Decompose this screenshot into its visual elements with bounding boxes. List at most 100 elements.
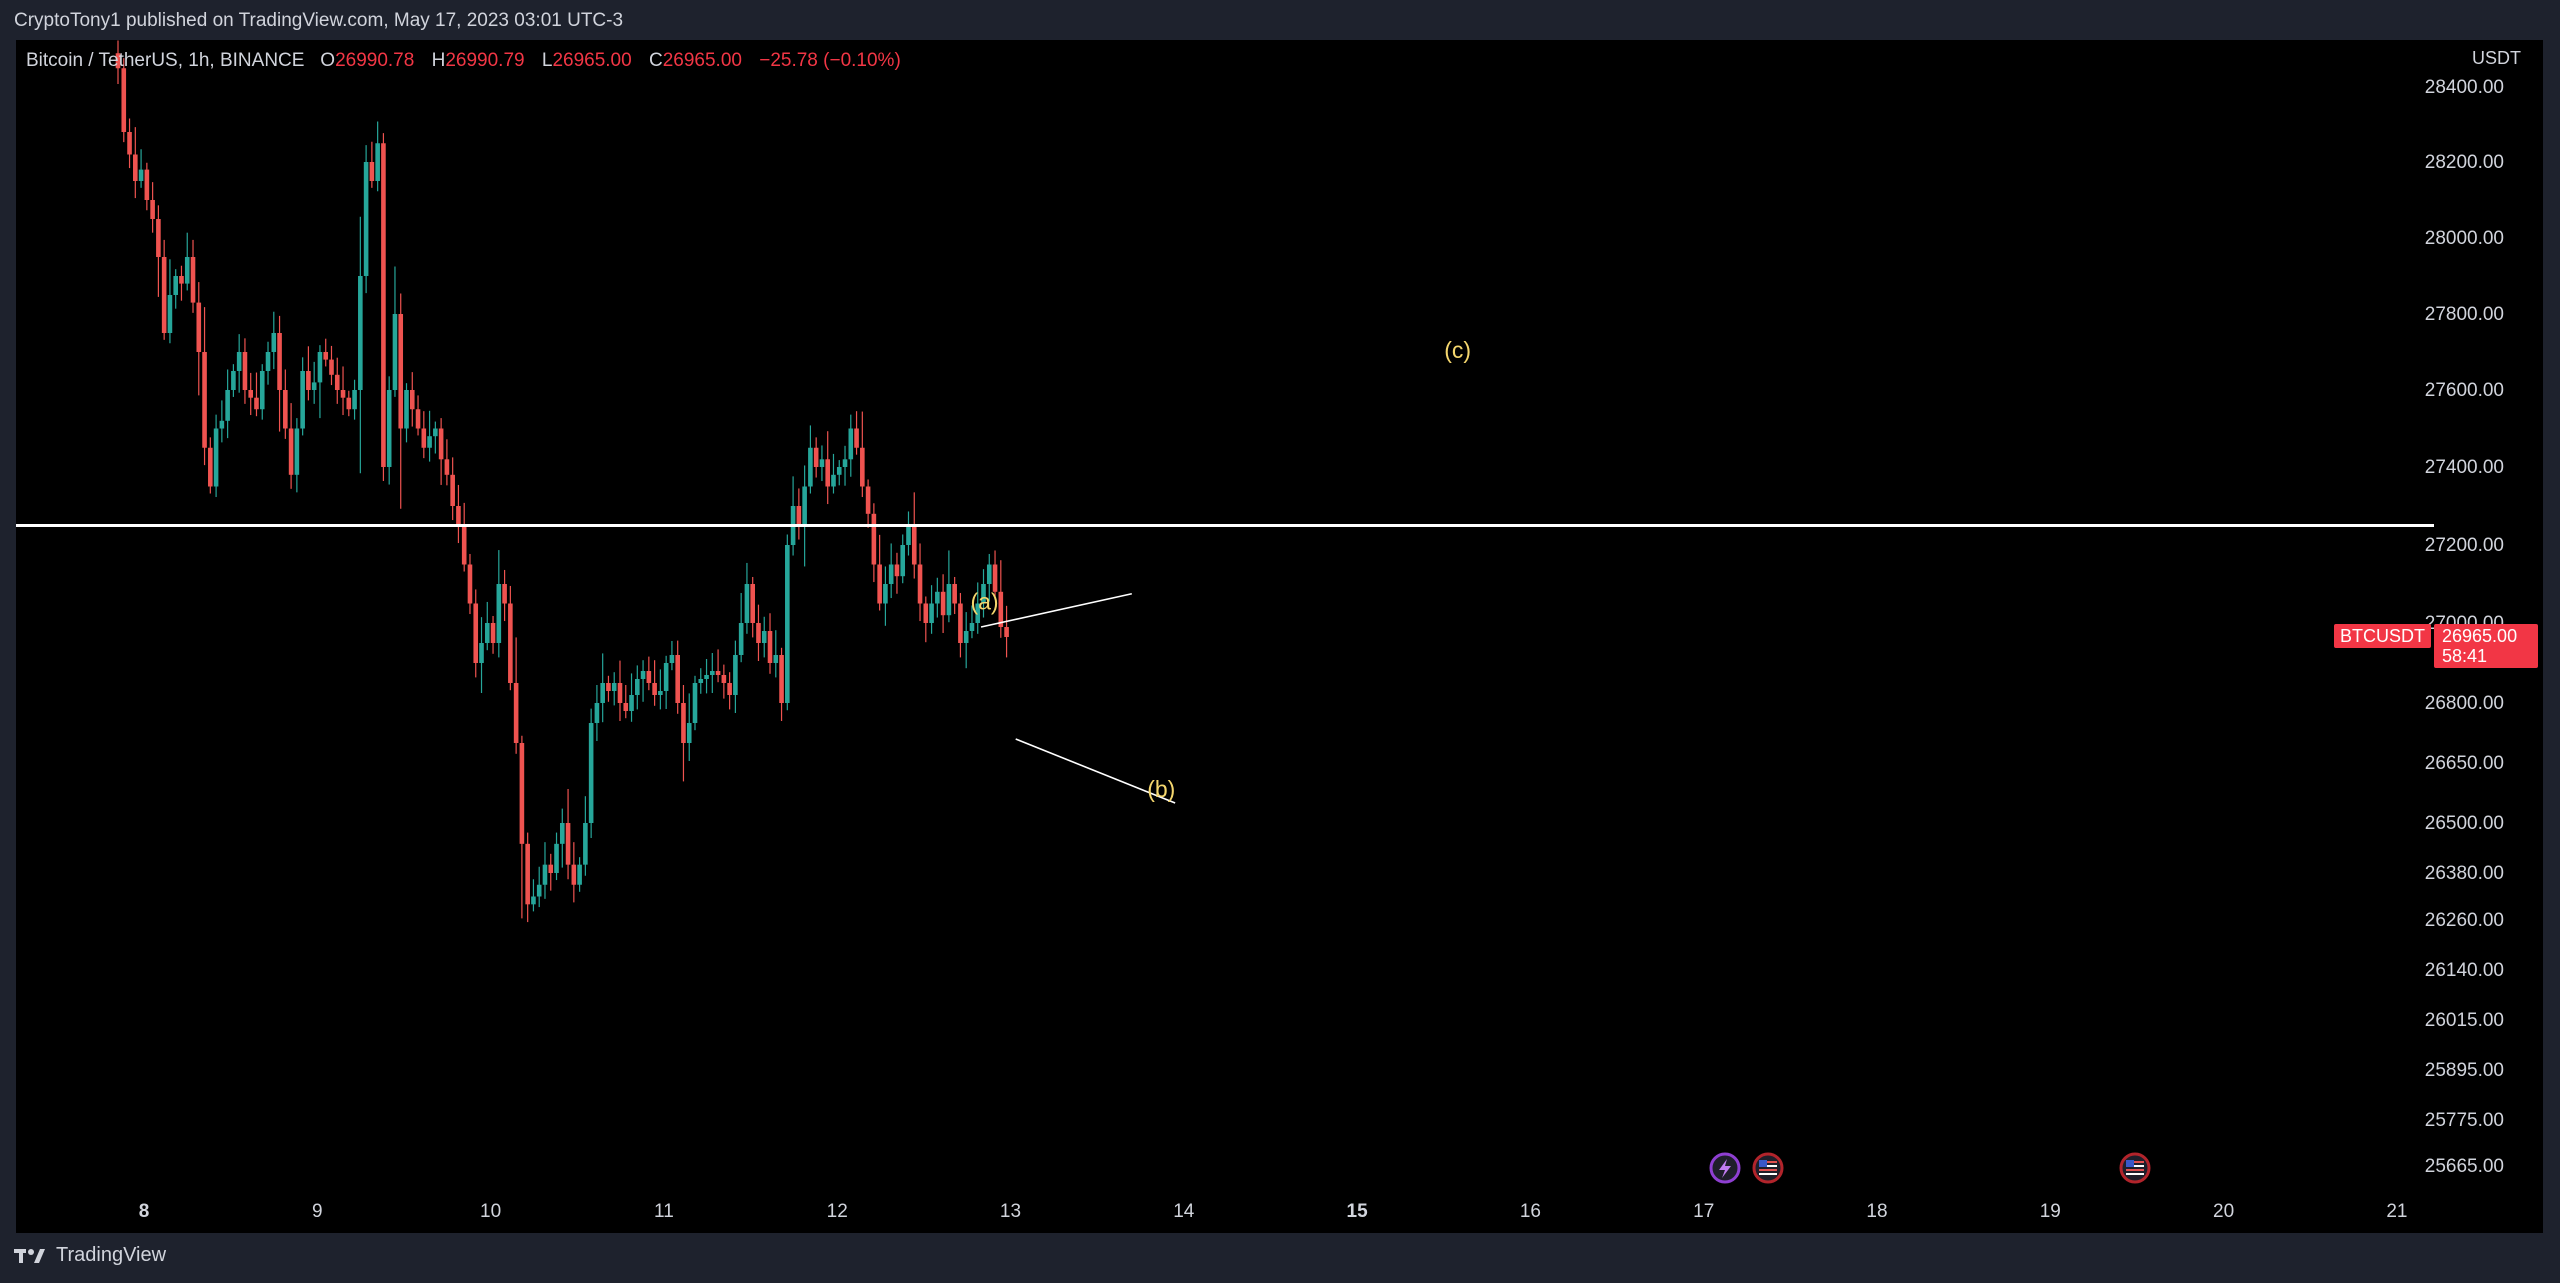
- symbol-header: Bitcoin / TetherUS, 1h, BINANCE O26990.7…: [26, 50, 913, 72]
- candle-body: [825, 459, 831, 487]
- candle-body: [236, 352, 242, 371]
- candle-body: [508, 603, 513, 683]
- candle-body: [496, 584, 502, 643]
- us-flag-icon[interactable]: [2119, 1152, 2151, 1184]
- candle-body: [334, 374, 340, 390]
- candle-body: [681, 703, 686, 743]
- trend-line: [980, 592, 1132, 628]
- footer-brand-name: TradingView: [56, 1244, 167, 1266]
- candle-body: [386, 390, 392, 467]
- candle-body: [369, 162, 375, 181]
- candle-body: [848, 428, 854, 460]
- price-axis-label: 25775.00: [2425, 1110, 2504, 1131]
- candle-body: [894, 564, 900, 577]
- time-axis-label: 13: [1000, 1201, 1021, 1222]
- candle-body: [727, 683, 732, 695]
- candle-body: [415, 409, 421, 429]
- candle-body: [819, 459, 825, 467]
- flag-stripe: [2126, 1173, 2144, 1175]
- candle-body: [883, 584, 888, 604]
- candle-body: [900, 545, 906, 577]
- candle-body: [271, 333, 277, 352]
- price-axis-label: 26260.00: [2425, 910, 2504, 931]
- candle-body: [785, 545, 790, 703]
- candle-body: [571, 864, 577, 885]
- candle-body: [490, 623, 496, 643]
- candle-body: [173, 276, 178, 295]
- candle-body: [202, 352, 207, 448]
- candle-body: [617, 683, 623, 703]
- candle-body: [456, 506, 461, 526]
- candle-body: [565, 823, 571, 865]
- candle-body: [767, 631, 773, 663]
- candle-body: [559, 823, 565, 844]
- candle-body: [121, 68, 127, 132]
- time-axis-label: 20: [2213, 1201, 2234, 1222]
- flag-stripe: [2126, 1165, 2144, 1167]
- candlestick-chart[interactable]: 28400.00 28200.00 28000.00 27800.00 27600.00…: [16, 40, 2543, 1233]
- candle-body: [675, 655, 680, 703]
- candle-body: [663, 663, 669, 691]
- candle-body: [300, 371, 305, 429]
- candle-body: [721, 675, 727, 683]
- candle-body: [917, 564, 923, 604]
- candle-body: [744, 584, 750, 623]
- candle-body: [554, 843, 559, 873]
- candle-body: [629, 695, 634, 711]
- candle-body: [219, 420, 225, 429]
- last-price-tag: 26965.00 58:41: [2434, 624, 2538, 668]
- chart-panel[interactable]: 28400.00 28200.00 28000.00 27800.00 27600.00…: [16, 40, 2543, 1233]
- candle-body: [969, 623, 975, 631]
- candle-body: [409, 390, 415, 410]
- candle-body: [213, 428, 219, 487]
- candle-body: [306, 371, 311, 390]
- currency-label[interactable]: USDT: [2472, 48, 2521, 68]
- candle-body: [531, 896, 536, 905]
- candle-body: [242, 352, 248, 390]
- candle-body: [421, 428, 427, 448]
- publisher-line: CryptoTony1 published on TradingView.com…: [14, 10, 624, 31]
- candle-body: [1004, 627, 1009, 637]
- candle-body: [179, 276, 184, 284]
- candle-body: [311, 382, 317, 390]
- candle-body: [635, 679, 640, 695]
- candle-body: [150, 200, 155, 219]
- candle-body: [375, 143, 380, 181]
- trend-line: [1015, 738, 1176, 804]
- candle-body: [525, 843, 530, 905]
- candle-body: [317, 352, 323, 383]
- us-flag-icon[interactable]: [1752, 1152, 1784, 1184]
- candle-body: [381, 143, 386, 467]
- candle-body: [761, 631, 767, 643]
- candle-body: [329, 359, 334, 375]
- wave-label: (a): [970, 589, 998, 615]
- price-axis-label: 27200.00: [2425, 535, 2504, 556]
- bar-countdown: 58:41: [2442, 646, 2488, 666]
- candle-body: [733, 655, 738, 695]
- candle-body: [404, 390, 409, 429]
- tradingview-logo[interactable]: TradingView: [14, 1244, 166, 1267]
- candle-body: [323, 352, 329, 360]
- candle-body: [161, 257, 167, 333]
- open-value: 26990.78: [335, 50, 415, 71]
- candle-body: [450, 474, 455, 506]
- candle-body: [773, 655, 779, 663]
- price-axis-label: 28000.00: [2425, 228, 2504, 249]
- candle-body: [888, 564, 894, 584]
- candle-body: [963, 631, 969, 643]
- candle-body: [283, 390, 288, 429]
- candle-body: [127, 132, 132, 155]
- candle-body: [433, 428, 438, 437]
- candle-body: [911, 525, 917, 565]
- candle-body: [929, 603, 934, 623]
- change-value: −25.78 (−0.10%): [759, 50, 901, 71]
- candle-body: [259, 371, 265, 410]
- price-axis-label: 26140.00: [2425, 960, 2504, 981]
- candle-body: [536, 884, 542, 897]
- price-axis-label: 26380.00: [2425, 863, 2504, 884]
- candle-body: [715, 671, 721, 675]
- time-axis-label: 17: [1693, 1201, 1714, 1222]
- symbol-name[interactable]: Bitcoin / TetherUS, 1h, BINANCE: [26, 50, 305, 71]
- candle-body: [808, 447, 813, 487]
- candle-body: [208, 447, 213, 487]
